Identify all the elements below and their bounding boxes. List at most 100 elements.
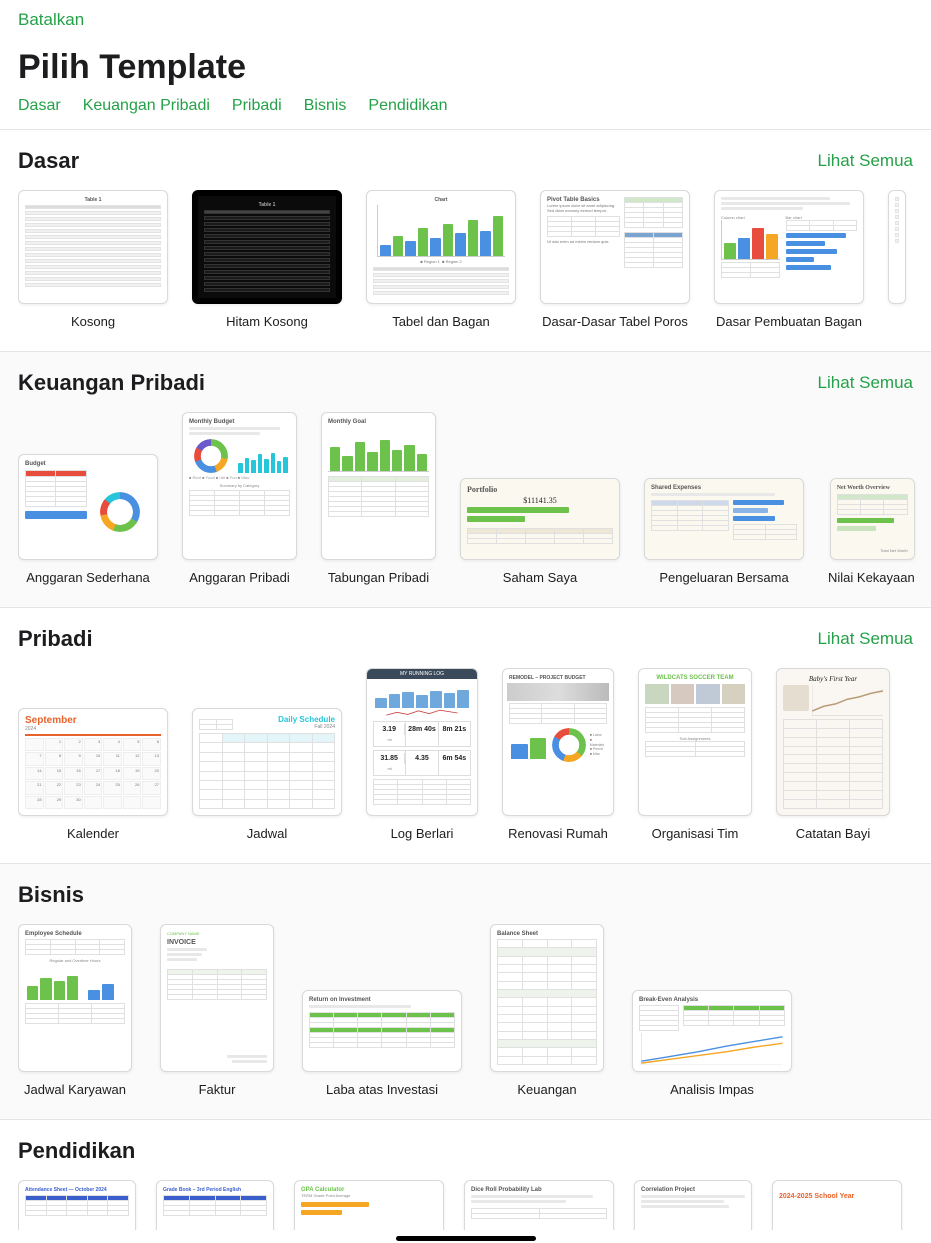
template-renovasi[interactable]: REMODEL – PROJECT BUDGET ■ Labor■ Materi… — [502, 668, 614, 841]
template-catatan-bayi[interactable]: Baby's First Year Catatan Bayi — [776, 668, 890, 841]
thumb-title: REMODEL – PROJECT BUDGET — [509, 675, 607, 681]
template-dice[interactable]: Dice Roll Probability Lab — [464, 1180, 614, 1230]
thumb-title: Net Worth Overview — [837, 485, 908, 491]
see-all-pribadi[interactable]: Lihat Semua — [818, 629, 913, 649]
thumb-title: Employee Schedule — [25, 931, 125, 937]
template-label: Jadwal Karyawan — [24, 1082, 126, 1097]
template-organisasi-tim[interactable]: WILDCATS SOCCER TEAM Sub Assignments Org… — [638, 668, 752, 841]
template-label: Anggaran Sederhana — [26, 570, 150, 585]
thumb-title: Dice Roll Probability Lab — [471, 1187, 607, 1193]
template-nilai-kekayaan[interactable]: Net Worth Overview Total Net Worth Nilai… — [828, 478, 915, 585]
template-label: Organisasi Tim — [652, 826, 739, 841]
template-jadwal[interactable]: Daily Schedule Fall 2024 Jadwal — [192, 708, 342, 841]
see-all-keuangan[interactable]: Lihat Semua — [818, 373, 913, 393]
template-bagan-basics[interactable]: Column chart Bar chart — [714, 190, 864, 329]
section-title-pribadi: Pribadi — [18, 626, 93, 652]
home-indicator — [396, 1236, 536, 1241]
template-tabungan[interactable]: Monthly Goal Tabungan Pribadi — [321, 412, 436, 585]
thumb-title: Return on Investment — [309, 997, 455, 1003]
section-bisnis: Bisnis Employee Schedule Regular and Ove… — [0, 863, 931, 1119]
thumb-title: Baby's First Year — [783, 675, 883, 683]
template-label: Jadwal — [247, 826, 287, 841]
template-pengeluaran[interactable]: Shared Expenses Pengeluaran Bersama — [644, 478, 804, 585]
section-dasar: Dasar Lihat Semua Table 1 Kosong Table 1… — [0, 129, 931, 351]
thumb-title: Monthly Budget — [189, 419, 290, 425]
template-faktur[interactable]: COMPANY NAME INVOICE Faktur — [160, 924, 274, 1097]
donut-chart — [194, 439, 228, 473]
template-label: Saham Saya — [503, 570, 577, 585]
template-tabel-bagan[interactable]: Chart ■ Region 1 ■ Region 2 Tabel dan Ba… — [366, 190, 516, 329]
portfolio-value: $11141.35 — [467, 496, 613, 505]
template-label: Tabel dan Bagan — [392, 314, 490, 329]
thumb-title: Shared Expenses — [651, 485, 797, 491]
template-hitam-kosong[interactable]: Table 1 Hitam Kosong — [192, 190, 342, 329]
thumb-title: Portfolio — [467, 485, 613, 494]
template-label: Keuangan — [517, 1082, 576, 1097]
thumb-title: 2024-2025 School Year — [779, 1193, 895, 1200]
section-title-pendidikan: Pendidikan — [18, 1138, 135, 1164]
section-title-keuangan: Keuangan Pribadi — [18, 370, 205, 396]
see-all-dasar[interactable]: Lihat Semua — [818, 151, 913, 171]
template-label: Catatan Bayi — [796, 826, 870, 841]
calendar-year: 2024 — [25, 726, 161, 732]
template-gradebook[interactable]: Grade Book – 3rd Period English — [156, 1180, 274, 1230]
thumb-sub: Fall 2024 — [278, 724, 335, 730]
template-label: Tabungan Pribadi — [328, 570, 429, 585]
template-label: Dasar-Dasar Tabel Poros — [542, 314, 688, 329]
cancel-button[interactable]: Batalkan — [18, 10, 84, 29]
template-label: Dasar Pembuatan Bagan — [716, 314, 862, 329]
template-saham[interactable]: Portfolio $11141.35 Saham Saya — [460, 478, 620, 585]
template-label: Laba atas Investasi — [326, 1082, 438, 1097]
thumb-title: Attendance Sheet — October 2024 — [25, 1187, 129, 1193]
thumb-title: Daily Schedule — [278, 715, 335, 724]
tab-keuangan[interactable]: Keuangan Pribadi — [83, 97, 210, 115]
template-log-berlari[interactable]: MY RUNNING LOG 3.19mi 28m 40s 8m 21s 31.… — [366, 668, 478, 841]
template-school-year[interactable]: 2024-2025 School Year — [772, 1180, 902, 1230]
thumb-title: Budget — [25, 461, 151, 467]
template-pivot[interactable]: Pivot Table Basics Lorem ipsum dolor sit… — [540, 190, 690, 329]
template-roi[interactable]: Return on Investment Laba atas Investasi — [302, 990, 462, 1097]
template-label: Hitam Kosong — [226, 314, 308, 329]
thumb-title: Table 1 — [204, 202, 330, 208]
section-keuangan: Keuangan Pribadi Lihat Semua Budget An — [0, 351, 931, 607]
template-attendance[interactable]: Attendance Sheet — October 2024 — [18, 1180, 136, 1230]
template-kosong[interactable]: Table 1 Kosong — [18, 190, 168, 329]
thumb-title: Break-Even Analysis — [639, 997, 785, 1003]
thumb-title: Correlation Project — [641, 1187, 745, 1193]
template-correlation[interactable]: Correlation Project — [634, 1180, 752, 1230]
thumb-title: Balance Sheet — [497, 931, 597, 937]
template-label: Log Berlari — [391, 826, 454, 841]
section-title-bisnis: Bisnis — [18, 882, 84, 908]
template-keuangan[interactable]: Balance Sheet Keuangan — [490, 924, 604, 1097]
donut-chart — [552, 728, 586, 762]
tab-pendidikan[interactable]: Pendidikan — [368, 97, 447, 115]
template-impas[interactable]: Break-Even Analysis Analisis Impas — [632, 990, 792, 1097]
template-label: Kosong — [71, 314, 115, 329]
thumb-title: WILDCATS SOCCER TEAM — [645, 675, 745, 681]
template-label: Kalender — [67, 826, 119, 841]
calendar-month: September — [25, 715, 161, 726]
template-label: Renovasi Rumah — [508, 826, 608, 841]
template-kalender[interactable]: September 2024 123456 78910111213 141516… — [18, 708, 168, 841]
template-anggaran-sederhana[interactable]: Budget Anggaran Sederhana — [18, 454, 158, 585]
template-gpa[interactable]: GPA Calculator TERM Grade Point Average — [294, 1180, 444, 1230]
template-jadwal-karyawan[interactable]: Employee Schedule Regular and Overtime H… — [18, 924, 132, 1097]
thumb-title: Chart — [373, 197, 509, 203]
thumb-title: INVOICE — [167, 939, 267, 946]
section-pendidikan: Pendidikan Attendance Sheet — October 20… — [0, 1119, 931, 1230]
thumb-title: Table 1 — [25, 197, 161, 203]
tab-dasar[interactable]: Dasar — [18, 97, 61, 115]
donut-chart — [100, 492, 140, 532]
template-anggaran-pribadi[interactable]: Monthly Budget ■ Rent ■ Food ■ Util ■ Fu… — [182, 412, 297, 585]
tab-pribadi[interactable]: Pribadi — [232, 97, 282, 115]
section-pribadi: Pribadi Lihat Semua September 2024 12345… — [0, 607, 931, 863]
template-label: Analisis Impas — [670, 1082, 754, 1097]
tab-bisnis[interactable]: Bisnis — [304, 97, 347, 115]
template-label: Nilai Kekayaan — [828, 570, 915, 585]
template-label: Faktur — [199, 1082, 236, 1097]
thumb-title: Grade Book – 3rd Period English — [163, 1187, 267, 1193]
template-label: Pengeluaran Bersama — [659, 570, 788, 585]
page-title: Pilih Template — [18, 48, 913, 87]
template-peek[interactable] — [888, 190, 906, 329]
thumb-title: Monthly Goal — [328, 419, 429, 425]
